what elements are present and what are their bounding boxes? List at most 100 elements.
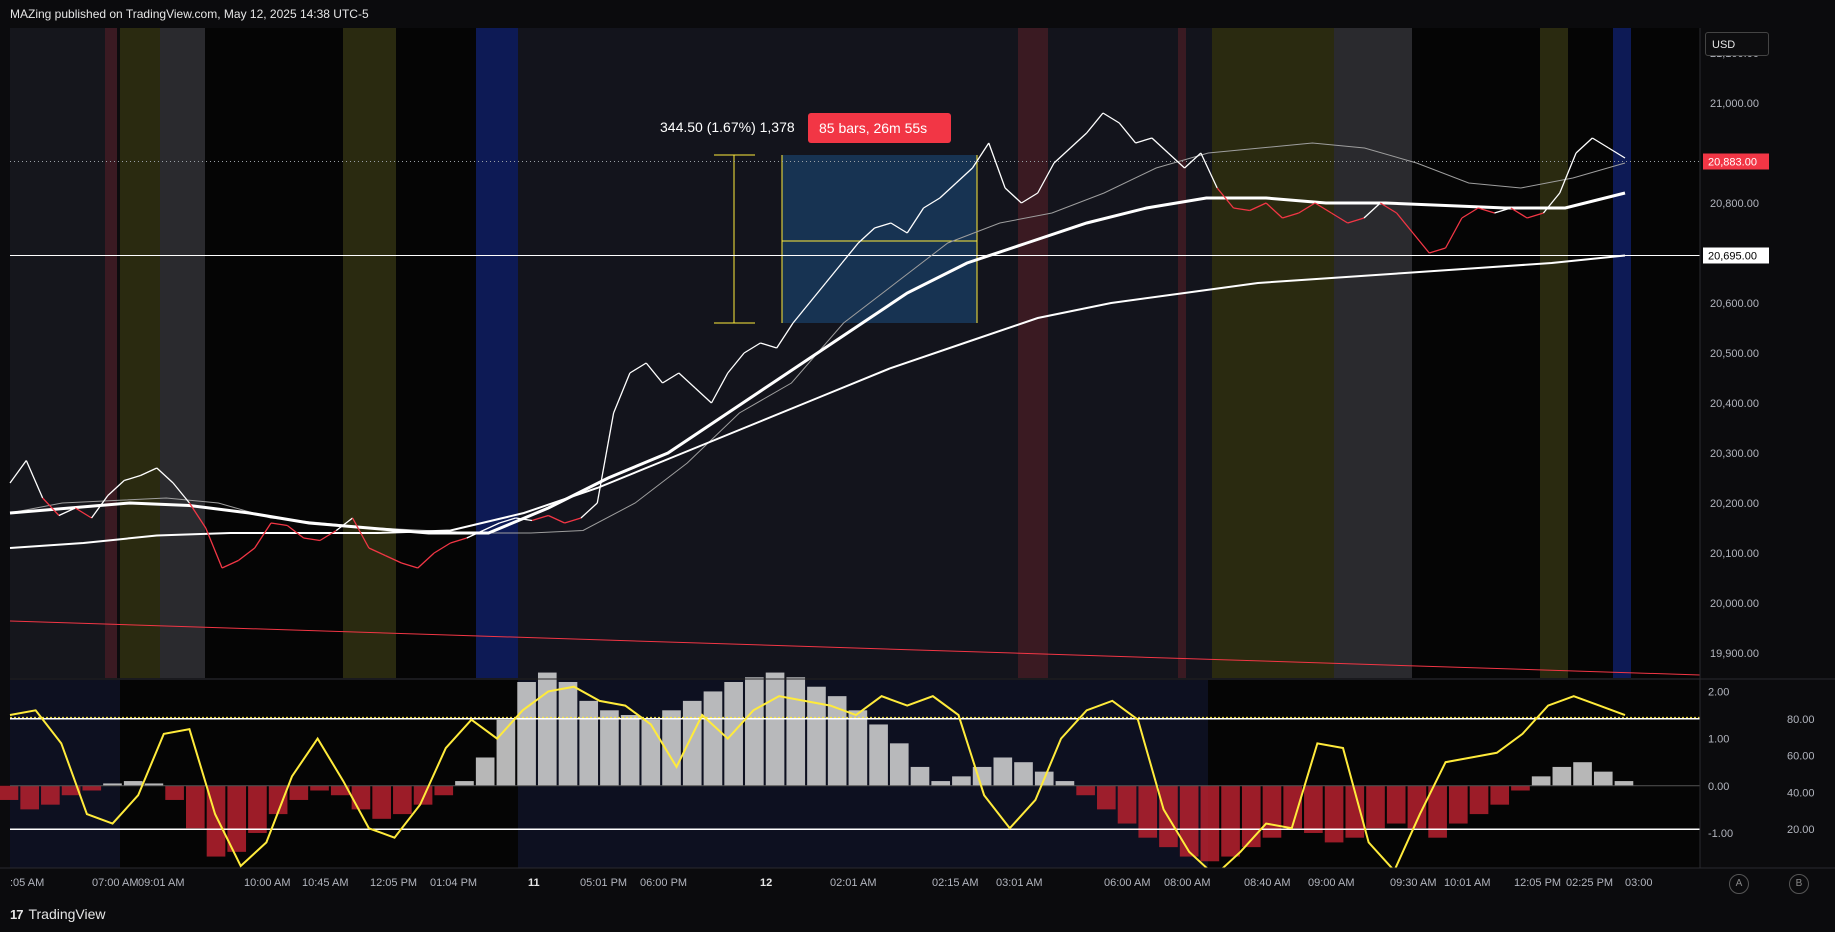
price-segment <box>1575 137 1593 154</box>
price-segment <box>743 342 761 354</box>
price-segment <box>727 352 745 374</box>
price-segment <box>1314 202 1332 214</box>
time-tick-label: 06:00 AM <box>1104 877 1150 889</box>
histogram-bar <box>641 719 661 786</box>
histogram-bar <box>682 700 702 786</box>
price-tick-label: 20,000.00 <box>1710 598 1759 610</box>
histogram-bar <box>786 677 806 786</box>
histogram-bar <box>61 785 81 796</box>
price-segment <box>1608 147 1626 159</box>
price-segment <box>1494 207 1511 214</box>
price-segment <box>417 552 435 569</box>
price-segment <box>1461 207 1479 219</box>
histogram-bar <box>1097 785 1116 810</box>
time-tick-label: 07:00 AM <box>92 877 138 889</box>
price-segment <box>107 480 125 496</box>
histogram-bar <box>413 785 433 805</box>
osc-band-tick-label: 40.00 <box>1787 787 1815 799</box>
price-segment <box>1086 112 1104 134</box>
histogram-bar <box>475 757 495 786</box>
histogram-bar <box>1407 785 1427 829</box>
histogram-bar <box>1117 785 1137 824</box>
histogram-bar <box>268 785 288 815</box>
histogram-bar <box>1076 785 1095 796</box>
price-segment <box>645 362 664 384</box>
price-segment <box>841 242 859 264</box>
histogram-bar <box>351 785 371 810</box>
osc-band-tick-label: 20.00 <box>1787 824 1815 836</box>
price-segment <box>319 529 337 542</box>
price-segment <box>612 372 631 414</box>
time-tick-label: 12 <box>760 877 772 889</box>
currency-selector[interactable]: USD <box>1705 32 1769 56</box>
time-tick-label: 12:05 PM <box>370 877 417 889</box>
histogram-bar <box>330 785 350 796</box>
price-segment <box>1510 207 1528 219</box>
price-tick-label: 20,300.00 <box>1710 448 1759 460</box>
time-tick-label: 10:01 AM <box>1444 877 1490 889</box>
histogram-bar <box>165 785 184 800</box>
histogram-bar <box>310 785 329 791</box>
price-segment <box>124 474 141 482</box>
price-segment <box>760 342 777 349</box>
histogram-bar <box>496 719 516 786</box>
histogram-bar <box>1055 781 1075 786</box>
price-segment <box>140 467 158 477</box>
histogram-bar <box>0 785 19 800</box>
time-tick-label: :05 AM <box>10 877 44 889</box>
settings-icon[interactable]: B <box>1789 874 1809 894</box>
footer-brand: 17 TradingView <box>10 906 106 922</box>
price-segment <box>1184 152 1202 169</box>
histogram-bar <box>393 785 412 815</box>
price-segment <box>1347 217 1365 224</box>
price-segment <box>1559 152 1577 194</box>
price-segment <box>1216 187 1234 209</box>
price-segment <box>1331 212 1349 224</box>
time-tick-label: 09:30 AM <box>1390 877 1436 889</box>
histogram-bar <box>745 677 764 786</box>
time-tick-label: 02:15 AM <box>932 877 978 889</box>
histogram-bar <box>889 743 909 786</box>
auto-scale-icon[interactable]: A <box>1729 874 1749 894</box>
price-segment <box>482 522 500 532</box>
osc-tick-label: 2.00 <box>1708 686 1729 698</box>
histogram-bar <box>1531 776 1551 786</box>
price-segment <box>808 282 827 304</box>
histogram-bar <box>289 785 309 800</box>
moving-average-line <box>9 254 1626 549</box>
price-segment <box>923 197 941 209</box>
time-tick-label: 03:00 <box>1625 877 1653 889</box>
histogram-bar <box>600 710 619 786</box>
histogram-bar <box>455 781 474 786</box>
histogram-bar <box>1428 785 1447 838</box>
histogram-bar <box>1386 785 1406 824</box>
histogram-bar <box>869 724 888 786</box>
histogram-bar <box>1241 785 1261 848</box>
price-segment <box>74 507 92 519</box>
price-segment <box>1200 152 1218 189</box>
price-segment <box>221 559 239 569</box>
price-segment <box>971 142 990 169</box>
price-segment <box>368 547 386 557</box>
histogram-bar <box>1345 785 1365 838</box>
histogram-bar <box>1552 766 1572 786</box>
histogram-bar <box>41 785 60 805</box>
time-tick-label: 05:01 PM <box>580 877 627 889</box>
price-segment <box>596 412 615 504</box>
level-price-label: 20,695.00 <box>1708 251 1757 263</box>
histogram-bar <box>848 710 868 786</box>
histogram-bar <box>517 682 536 786</box>
histogram-bar <box>1200 785 1220 862</box>
histogram-bar <box>1511 785 1530 791</box>
histogram-bar <box>1014 762 1033 786</box>
time-tick-label: 12:05 PM <box>1514 877 1561 889</box>
price-segment <box>1429 247 1446 254</box>
price-segment <box>1037 162 1055 194</box>
price-segment <box>1102 112 1120 124</box>
histogram-bar <box>1179 785 1199 857</box>
price-segment <box>188 502 207 529</box>
price-segment <box>1053 147 1071 164</box>
publish-header: MAZing published on TradingView.com, May… <box>10 7 369 21</box>
histogram-bar <box>1573 762 1592 786</box>
